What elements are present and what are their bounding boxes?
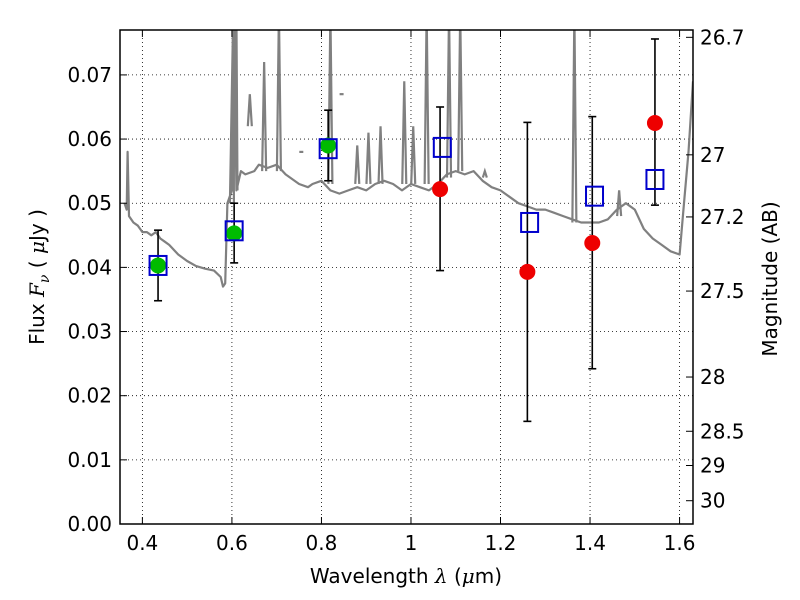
y-tick-label: 0.02 [67, 384, 112, 408]
emission-line [616, 190, 623, 217]
y-axis-label: Flux Fν ( μJy ) [25, 209, 53, 345]
y2-tick-label: 26.7 [700, 25, 745, 49]
y2-tick-label: 27.5 [700, 279, 745, 303]
emission-line [354, 145, 361, 185]
x-tick-label: 1 [405, 531, 418, 555]
y-tick-label: 0.04 [67, 255, 112, 279]
spectrum-layer [123, 30, 693, 288]
observed-point [519, 263, 536, 280]
emission-line [410, 126, 417, 185]
x-tick-label: 0.4 [126, 531, 158, 555]
emission-line [365, 132, 372, 185]
observed-point [646, 115, 663, 132]
emission-line [571, 30, 578, 223]
spectrum-line [123, 30, 693, 288]
emission-line [401, 81, 408, 184]
model-box [520, 211, 540, 233]
y2-axis-label: Magnitude (AB) [758, 201, 782, 356]
observed-point [226, 225, 243, 242]
y2-tick-label: 27.2 [700, 205, 745, 229]
model-box [645, 168, 665, 190]
x-tick-label: 1.6 [664, 531, 696, 555]
observed-points [150, 115, 663, 280]
emission-line [377, 126, 384, 185]
y-tick-label: 0.01 [67, 448, 112, 472]
x-ticks: 0.4 0.6 0.8 1 1.2 1.4 1.6 [126, 30, 695, 555]
emission-line [327, 30, 334, 184]
x-tick-label: 1.4 [574, 531, 606, 555]
y-tick-label: 0.07 [67, 63, 112, 87]
plot-area [120, 30, 693, 524]
observed-point [584, 234, 601, 251]
x-axis-label: Wavelength λ (μm) [310, 564, 502, 588]
y-tick-label: 0.05 [67, 191, 112, 215]
emission-line [246, 94, 253, 127]
x-tick-label: 0.6 [216, 531, 248, 555]
y-tick-label: 0.00 [67, 512, 112, 536]
model-box [224, 220, 244, 242]
model-box [432, 136, 452, 158]
y2-tick-label: 30 [700, 489, 725, 513]
y-ticks: 0.00 0.01 0.02 0.03 0.04 0.05 0.06 0.07 [67, 63, 127, 536]
y2-tick-label: 28.5 [700, 419, 745, 443]
y-tick-label: 0.06 [67, 127, 112, 151]
emission-line [445, 30, 453, 178]
plot-frame [119, 29, 694, 525]
model-box [585, 185, 605, 207]
x-tick-label: 1.2 [485, 531, 517, 555]
error-bars [154, 38, 659, 423]
x-tick-label: 0.8 [306, 531, 338, 555]
emission-line [423, 30, 430, 184]
emission-line [481, 167, 488, 178]
y2-tick-label: 27 [700, 143, 725, 167]
observed-point [150, 257, 167, 274]
y2-tick-label: 28 [700, 365, 725, 389]
y2-tick-label: 29 [700, 453, 725, 477]
observed-point [320, 137, 337, 154]
emission-line [232, 30, 239, 191]
model-box [148, 254, 168, 276]
emission-line [457, 30, 464, 172]
y-tick-label: 0.03 [67, 320, 112, 344]
model-box [318, 138, 338, 160]
y2-ticks: 26.7 27 27.2 27.5 28 28.5 29 30 [686, 25, 745, 513]
emission-line [275, 30, 283, 172]
emission-line [261, 62, 268, 172]
observed-point [432, 181, 449, 198]
model-boxes [148, 136, 665, 276]
